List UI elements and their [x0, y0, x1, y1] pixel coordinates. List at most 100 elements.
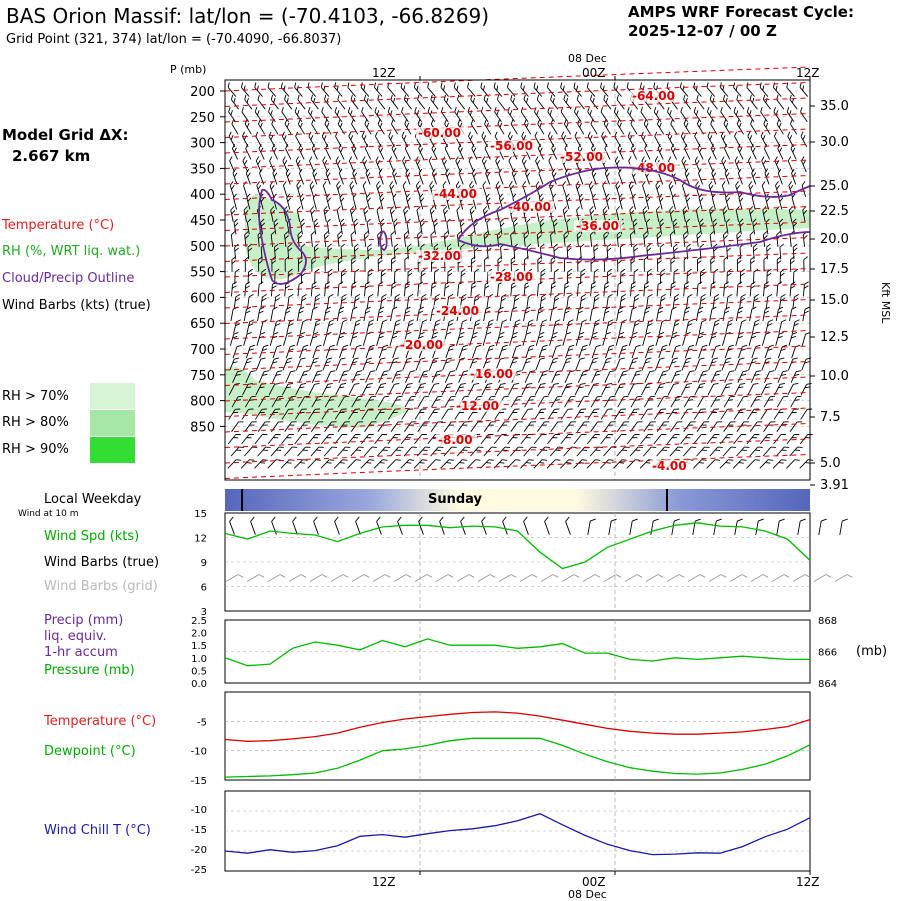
wind-barb — [381, 269, 386, 284]
wind-barb-staff — [567, 297, 569, 309]
wind-barb-flag — [753, 356, 758, 360]
wind-barb — [566, 344, 575, 359]
wind-barb-flag — [716, 369, 721, 373]
pressure-tick-label: 250 — [190, 111, 215, 126]
wind-barb-staff — [552, 173, 556, 184]
wind-barb-flag — [496, 95, 501, 100]
wind-barb — [793, 269, 798, 284]
wind-barb — [738, 344, 747, 359]
wind-barb-flag — [229, 181, 234, 185]
wind-barb-flag — [515, 407, 520, 412]
wind-barb-staff — [683, 447, 691, 456]
wind-barb — [564, 419, 576, 434]
wind-barb-flag — [452, 83, 457, 88]
wind-barb — [426, 83, 439, 97]
wind-barb — [254, 458, 267, 472]
wind-barb-flag — [632, 306, 636, 310]
wind-barb — [724, 281, 729, 296]
wind-barb — [377, 306, 384, 321]
wind-barb-flag — [422, 294, 426, 298]
wind-barb-staff — [803, 235, 804, 247]
wind-barb-flag — [364, 231, 368, 234]
wind-barb-flag — [694, 157, 699, 161]
wind-barb-flag — [776, 231, 780, 234]
wind-barb — [498, 419, 510, 434]
wind-barb-staff — [525, 372, 530, 383]
wind-barb-staff — [378, 422, 385, 432]
wind-barb-flag — [343, 319, 348, 323]
wind-barb-flag — [582, 432, 587, 437]
wind-barb — [669, 356, 678, 371]
wind-barb-flag — [741, 432, 746, 437]
wind-barb — [695, 356, 704, 371]
wind-barb — [564, 281, 569, 296]
wind-barb — [360, 107, 372, 122]
wind-barb-staff — [562, 384, 567, 395]
wind-barb-staff — [310, 334, 313, 346]
wind-barb — [660, 269, 665, 284]
wind-barb-staff — [801, 384, 806, 395]
wind-barb-flag — [368, 382, 373, 386]
wind-barb-flag — [808, 458, 813, 463]
wind-barb-flag — [357, 344, 362, 348]
wind-barb-flag — [226, 83, 231, 88]
wind-barb-flag — [351, 231, 355, 234]
wind-barb — [670, 445, 683, 459]
wind-barb — [560, 132, 571, 147]
wind-barb — [498, 169, 507, 184]
wind-barb-flag — [398, 394, 403, 399]
wind-barb — [481, 157, 491, 172]
wind-barb — [413, 107, 425, 122]
wind-barb-staff — [790, 235, 791, 247]
wind-barb-staff — [694, 434, 701, 443]
wind-barb-flag — [373, 107, 378, 112]
wind-barb-flag — [781, 432, 786, 437]
wind-barb — [644, 281, 649, 296]
wind-barb-staff — [283, 185, 287, 196]
wind-barb-flag — [563, 206, 568, 210]
wind-barb — [417, 306, 424, 321]
wind-barb — [739, 319, 746, 335]
wind-barb — [311, 281, 316, 296]
wind-barb-flag — [471, 169, 476, 173]
wind-barb-flag — [367, 356, 372, 360]
wind-barb-flag — [653, 107, 658, 112]
wind-barb-staff — [537, 100, 544, 110]
wind-barb-staff — [535, 409, 542, 419]
wind-barb — [338, 281, 343, 296]
wind-barb-flag — [297, 206, 302, 210]
wind-barb — [444, 281, 449, 296]
wind-barb-staff — [589, 334, 592, 346]
wind-barb — [545, 83, 558, 97]
wind-barb — [352, 369, 362, 384]
wind-barb-flag — [690, 369, 695, 373]
wind-barb-staff — [281, 434, 288, 443]
wind-barb-staff — [286, 372, 291, 383]
wind-barb — [482, 382, 492, 397]
wind-barb-staff — [313, 173, 317, 184]
wind-barb-flag — [560, 132, 565, 137]
wind-barb — [775, 95, 787, 109]
wind-barb-flag — [647, 248, 651, 251]
wind-barb-staff — [231, 235, 232, 247]
wind-barb-staff — [308, 434, 315, 443]
wind-barb — [552, 344, 561, 359]
wind-barb — [323, 331, 331, 347]
wind-barb — [695, 382, 705, 397]
wind-barb — [365, 169, 374, 184]
wind-barb-staff — [778, 173, 782, 184]
wind-barb-staff — [647, 297, 649, 309]
wind-barb-staff — [524, 447, 532, 456]
wind-barb-staff — [311, 235, 312, 247]
wind-barb-flag — [714, 407, 719, 412]
wind-barb — [347, 132, 358, 147]
wind-barb-flag — [356, 458, 361, 463]
wind-barb — [325, 169, 334, 184]
wind-barb-flag — [763, 231, 767, 234]
wind-barb — [617, 419, 629, 434]
wind-barb-flag — [310, 206, 315, 210]
wind-barb-staff — [549, 359, 553, 370]
wind-barb — [574, 432, 586, 446]
wind-barb-staff — [483, 185, 487, 196]
wind-barb — [445, 169, 454, 184]
